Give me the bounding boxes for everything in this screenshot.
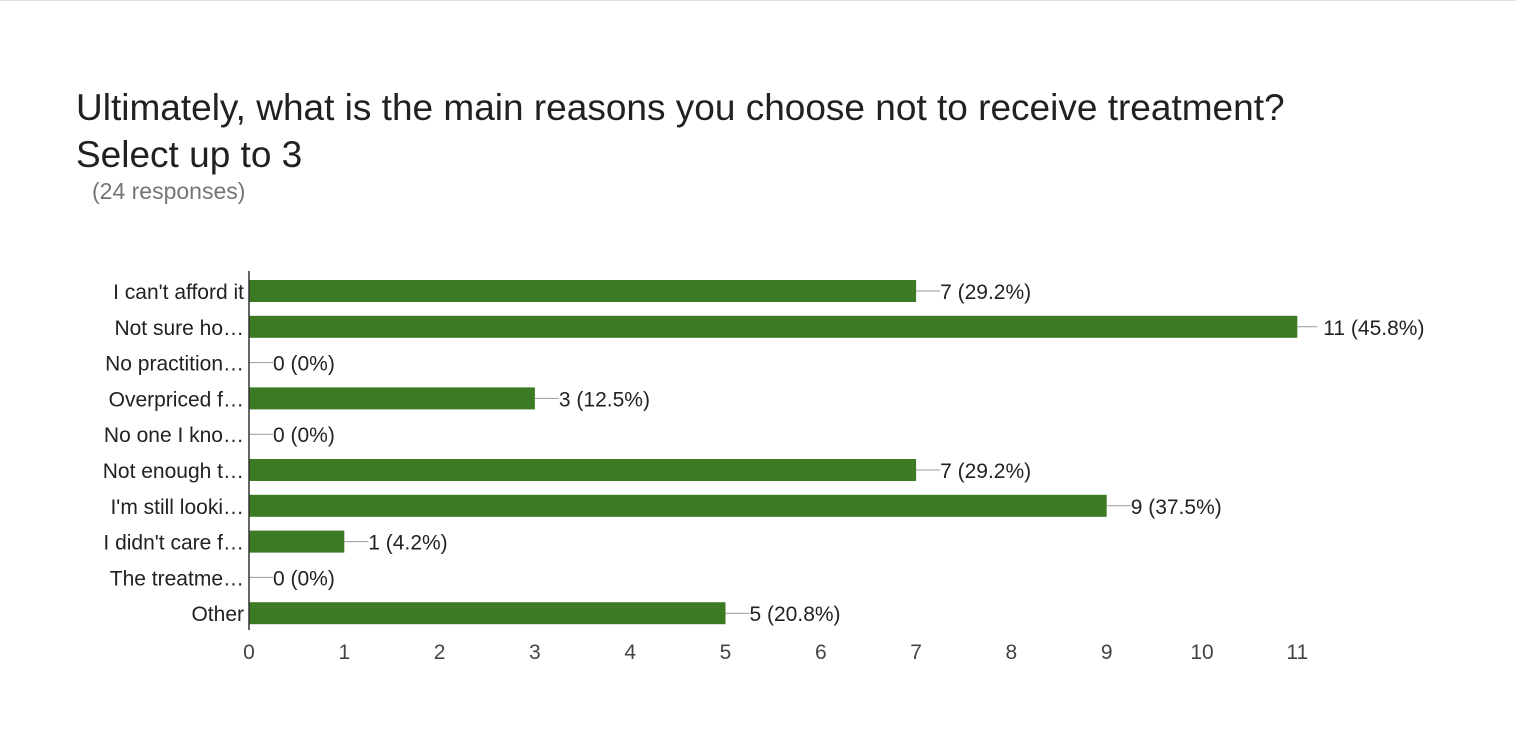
category-label: No one I kno… xyxy=(104,424,244,447)
data-label: 3 (12.5%) xyxy=(559,388,650,411)
data-label: 0 (0%) xyxy=(273,424,335,447)
x-tick-label: 6 xyxy=(815,641,827,664)
bar xyxy=(249,280,917,302)
data-label: 9 (37.5%) xyxy=(1131,496,1222,519)
x-tick-label: 9 xyxy=(1101,641,1113,664)
x-tick-label: 11 xyxy=(1286,641,1308,664)
category-label: Not sure ho… xyxy=(114,317,244,340)
x-tick-label: 5 xyxy=(720,641,732,664)
bar xyxy=(249,315,1298,338)
category-label: I didn't care f… xyxy=(103,532,244,555)
category-label: No practition… xyxy=(105,353,244,376)
category-label: Other xyxy=(191,603,244,626)
chart-title-line-2: Select up to 3 xyxy=(76,134,303,175)
category-label: I can't afford it xyxy=(113,281,244,304)
data-label: 0 (0%) xyxy=(273,567,335,590)
x-tick-label: 0 xyxy=(243,641,255,664)
chart-title-line-1: Ultimately, what is the main reasons you… xyxy=(76,87,1285,128)
bar xyxy=(249,387,535,410)
data-label: 7 (29.2%) xyxy=(940,460,1031,483)
x-tick-label: 4 xyxy=(624,641,636,664)
x-tick-label: 7 xyxy=(910,641,922,664)
response-count: (24 responses) xyxy=(92,178,246,204)
category-label: I'm still looki… xyxy=(110,496,244,519)
chart-title: Ultimately, what is the main reasons you… xyxy=(76,84,1476,178)
x-tick-label: 10 xyxy=(1190,641,1213,664)
bar xyxy=(249,459,917,481)
x-tick-label: 3 xyxy=(529,641,541,664)
x-tick-label: 8 xyxy=(1006,641,1018,664)
bar xyxy=(249,602,726,625)
category-label: Overpriced f… xyxy=(109,388,244,411)
x-tick-label: 2 xyxy=(434,641,446,664)
data-label: 1 (4.2%) xyxy=(368,532,447,555)
bar xyxy=(249,530,345,553)
top-divider xyxy=(0,0,1516,1)
category-label: Not enough t… xyxy=(103,460,244,483)
bar xyxy=(249,494,1107,517)
data-label: 11 (45.8%) xyxy=(1323,317,1424,340)
data-label: 7 (29.2%) xyxy=(940,281,1031,304)
data-label: 0 (0%) xyxy=(273,353,335,376)
x-tick-label: 1 xyxy=(338,641,350,664)
category-label: The treatme… xyxy=(110,567,244,590)
data-label: 5 (20.8%) xyxy=(750,603,841,626)
